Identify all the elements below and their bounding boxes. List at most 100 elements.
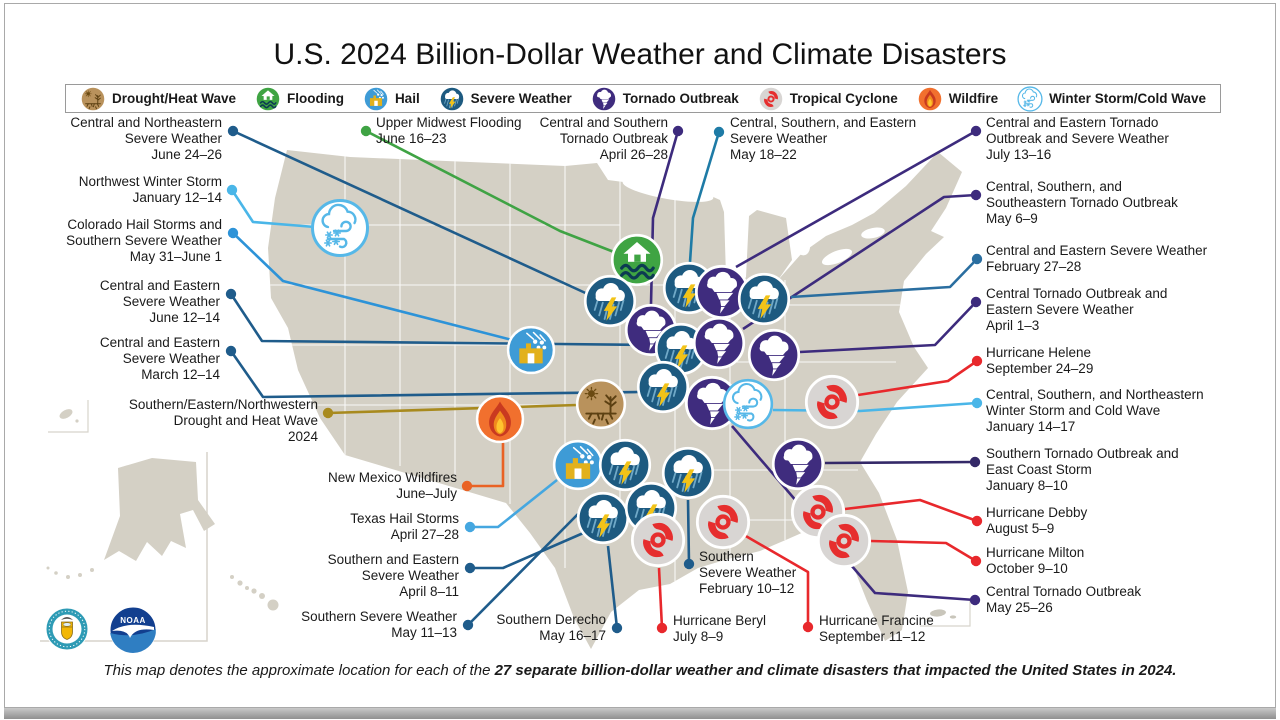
puerto-rico-inset bbox=[920, 600, 971, 627]
cyclone-disaster-icon bbox=[816, 513, 872, 569]
event-label-line: Central and Eastern bbox=[99, 278, 220, 293]
label-dot bbox=[971, 355, 983, 367]
event-label-line: Southern Derecho bbox=[496, 612, 606, 627]
label-dot bbox=[802, 621, 814, 633]
legend-item-label: Tornado Outbreak bbox=[622, 91, 739, 106]
legend-item-label: Flooding bbox=[286, 91, 344, 106]
hail-icon bbox=[363, 86, 389, 112]
caption-bold: 27 separate billion-dollar weather and c… bbox=[494, 662, 1177, 679]
label-dot bbox=[464, 521, 476, 533]
event-label-line: Colorado Hail Storms and bbox=[67, 217, 222, 232]
label-dot bbox=[971, 253, 983, 265]
alaska-silhouette bbox=[104, 458, 215, 561]
connector-line bbox=[772, 401, 978, 413]
legend-item-winter: Winter Storm/Cold Wave bbox=[1017, 86, 1206, 112]
event-label-line: Central Tornado Outbreak and bbox=[986, 286, 1168, 301]
cyclone-disaster-icon bbox=[804, 374, 860, 430]
event-label-line: Hurricane Francine bbox=[819, 613, 934, 628]
label-dot bbox=[656, 622, 668, 634]
severe-disaster-icon bbox=[636, 360, 690, 414]
event-label-line: May 25–26 bbox=[986, 600, 1053, 615]
legend-item-tornado: Tornado Outbreak bbox=[591, 86, 739, 112]
event-label-line: Southern Severe Weather bbox=[301, 609, 457, 624]
event-label: Central Tornado Outbreak and Eastern Seve… bbox=[986, 286, 1167, 334]
connector-line bbox=[735, 129, 977, 269]
tornado-icon bbox=[591, 86, 617, 112]
connector-line bbox=[688, 131, 721, 263]
event-label-line: April 8–11 bbox=[399, 584, 459, 599]
connector-line bbox=[327, 403, 578, 415]
label-dot bbox=[970, 296, 982, 308]
event-label-line: Southern/Eastern/Northwestern bbox=[128, 397, 318, 412]
event-label-line: Southern Tornado Outbreak and bbox=[986, 446, 1179, 461]
event-label-line: February 27–28 bbox=[986, 259, 1082, 274]
cyclone-disaster-icon bbox=[630, 512, 686, 568]
event-label-line: Tornado Outbreak bbox=[559, 131, 668, 146]
connector-line bbox=[824, 460, 976, 465]
connector-line bbox=[790, 258, 978, 299]
event-label-line: Southeastern Tornado Outbreak bbox=[986, 195, 1178, 210]
drought-disaster-icon bbox=[575, 378, 627, 430]
event-label: Hurricane Helene September 24–29 bbox=[986, 345, 1093, 377]
connector-line bbox=[229, 350, 639, 399]
legend-item-label: Wildfire bbox=[948, 91, 999, 106]
event-label: Central and Eastern Tornado Outbreak and … bbox=[986, 115, 1169, 163]
event-label-line: Hurricane Milton bbox=[986, 545, 1085, 560]
event-label-line: June 12–14 bbox=[149, 310, 220, 325]
event-label-line: May 6–9 bbox=[986, 211, 1038, 226]
map-caption: This map denotes the approximate locatio… bbox=[0, 662, 1280, 679]
legend-item-flooding: Flooding bbox=[255, 86, 344, 112]
event-label-line: January 8–10 bbox=[986, 478, 1068, 493]
event-label-line: Severe Weather bbox=[122, 351, 220, 366]
event-label-line: April 1–3 bbox=[986, 318, 1040, 333]
legend-item-hail: Hail bbox=[363, 86, 420, 112]
connector-line bbox=[870, 539, 977, 563]
label-dot bbox=[971, 397, 983, 409]
connector-line bbox=[232, 232, 517, 343]
tornado-disaster-icon bbox=[771, 437, 825, 491]
event-label-line: May 31–June 1 bbox=[129, 249, 222, 264]
event-label-line: Central and Southern bbox=[539, 115, 668, 130]
event-label-line: Central, Southern, and bbox=[986, 179, 1122, 194]
hawaii-islands bbox=[230, 575, 279, 611]
event-label: Southern Tornado Outbreak and East Coast … bbox=[986, 446, 1179, 494]
event-label-line: Northwest Winter Storm bbox=[78, 174, 222, 189]
event-label-line: July 13–16 bbox=[986, 147, 1052, 162]
event-label-line: Severe Weather bbox=[122, 294, 220, 309]
legend-item-wildfire: Wildfire bbox=[917, 86, 998, 112]
label-dot bbox=[970, 555, 982, 567]
winter-icon bbox=[1017, 86, 1043, 112]
page-title: U.S. 2024 Billion-Dollar Weather and Cli… bbox=[273, 38, 1007, 71]
event-label: Upper Midwest Flooding June 16–23 bbox=[376, 115, 522, 147]
legend-item-label: Tropical Cyclone bbox=[789, 91, 898, 106]
event-label-line: Upper Midwest Flooding bbox=[376, 115, 522, 130]
hail-disaster-icon bbox=[552, 439, 604, 491]
severe-disaster-icon bbox=[737, 272, 791, 326]
event-label-line: May 18–22 bbox=[730, 147, 797, 162]
connector-line bbox=[799, 301, 977, 354]
event-label-line: May 11–13 bbox=[391, 625, 457, 640]
label-dot bbox=[464, 562, 476, 574]
event-label: Southern and Eastern Severe Weather April … bbox=[328, 552, 459, 600]
event-label: Southern Severe Weather February 10–12 bbox=[699, 549, 796, 597]
label-dot bbox=[970, 189, 982, 201]
winter-disaster-icon bbox=[722, 378, 774, 430]
event-label-line: Severe Weather bbox=[124, 131, 222, 146]
event-label-line: Central, Southern, and Northeastern bbox=[986, 387, 1204, 402]
connector-line bbox=[365, 129, 615, 254]
event-label-line: October 9–10 bbox=[986, 561, 1068, 576]
event-label-line: June 16–23 bbox=[376, 131, 447, 146]
connector-line bbox=[742, 193, 977, 331]
connector-line bbox=[467, 513, 579, 626]
noaa-logo-text: NOAA bbox=[120, 616, 146, 625]
connector-line bbox=[230, 189, 316, 229]
event-label-line: Hurricane Helene bbox=[986, 345, 1092, 360]
connector-line bbox=[657, 567, 664, 629]
event-label: Colorado Hail Storms and Southern Severe … bbox=[66, 217, 222, 265]
winter-disaster-icon bbox=[311, 199, 369, 257]
event-label-line: Central, Southern, and Eastern bbox=[730, 115, 917, 130]
legend-item-label: Winter Storm/Cold Wave bbox=[1049, 91, 1206, 106]
event-label-line: Southern and Eastern bbox=[327, 552, 459, 567]
